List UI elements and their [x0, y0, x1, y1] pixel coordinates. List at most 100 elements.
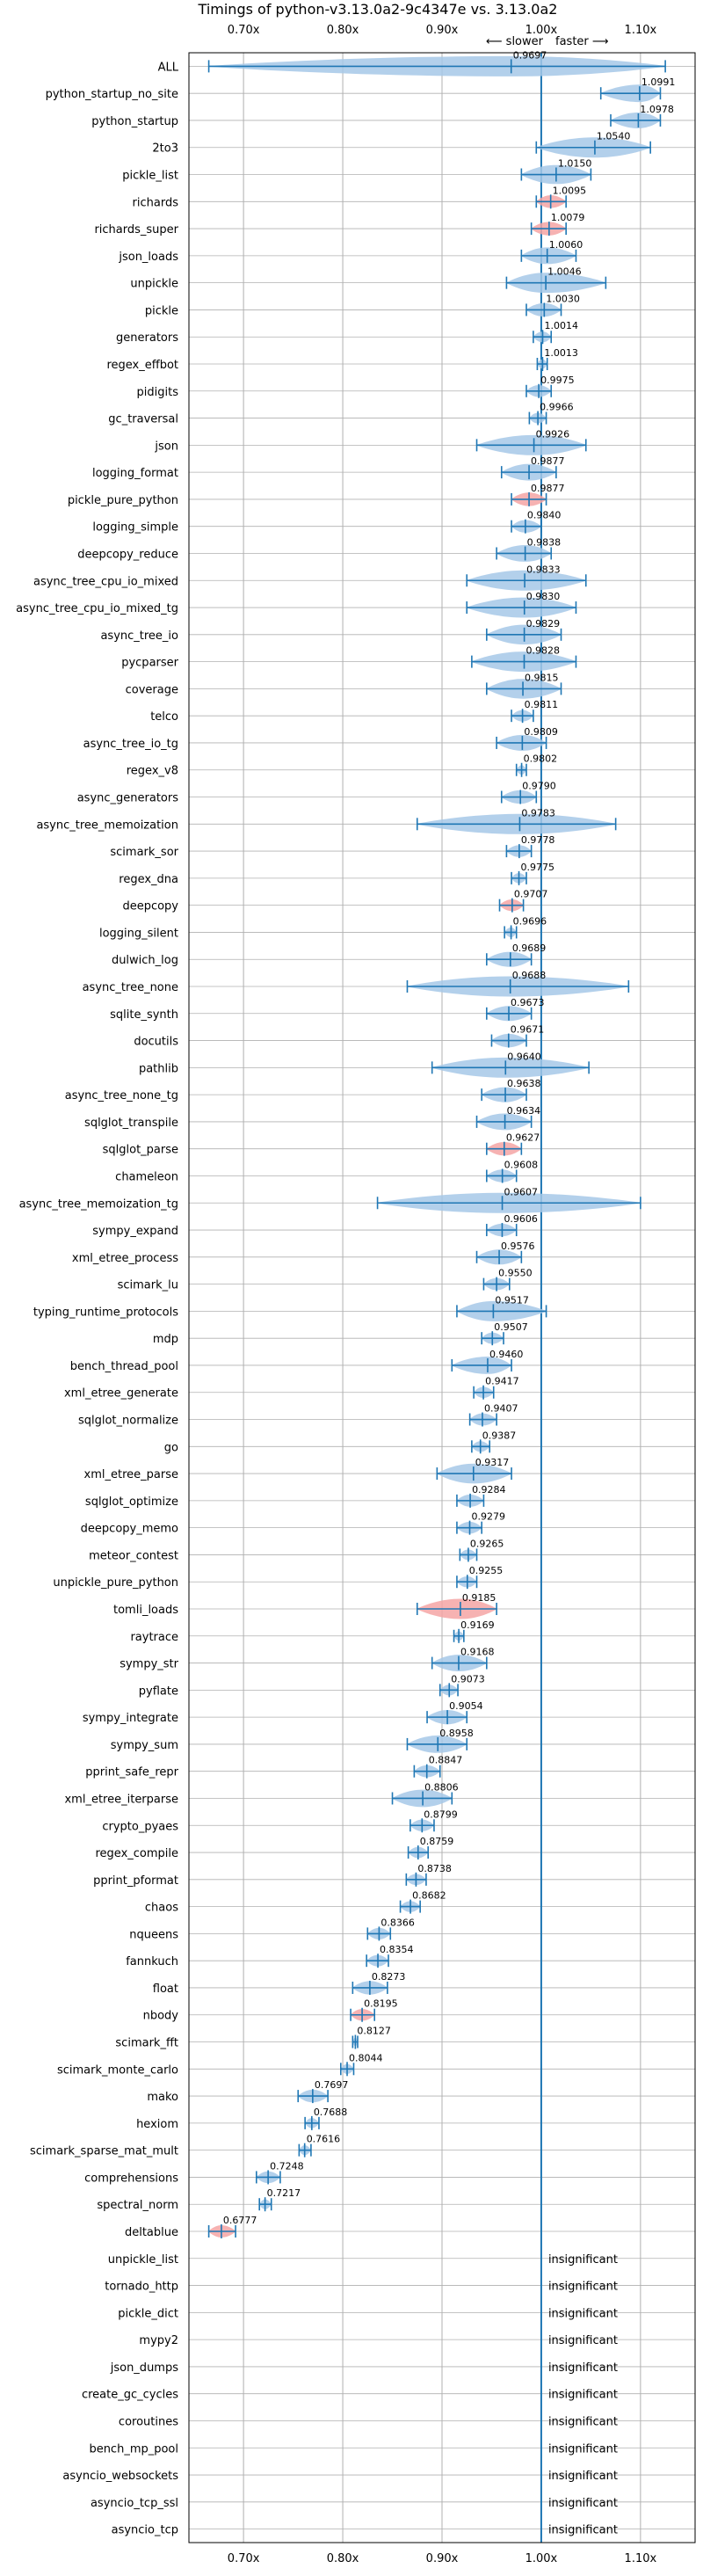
benchmark-label: logging_format — [92, 467, 178, 480]
violin-layer — [207, 53, 666, 2543]
benchmark-label: gc_traversal — [108, 413, 178, 426]
value-label: 0.9697 — [513, 49, 547, 61]
benchmark-label: xml_etree_iterparse — [64, 1793, 178, 1806]
benchmark-label: tomli_loads — [113, 1604, 178, 1617]
value-label: 0.8958 — [439, 1728, 474, 1739]
x-tick-label-top: 0.80x — [327, 24, 359, 37]
value-label: 0.9638 — [507, 1078, 541, 1089]
value-label: 0.8847 — [429, 1755, 462, 1766]
value-label: 0.9317 — [475, 1457, 510, 1468]
value-label: 0.9689 — [512, 942, 547, 954]
value-label: 0.9926 — [536, 428, 570, 440]
x-tick-label-top: 0.90x — [426, 24, 459, 37]
benchmark-label: async_tree_io_tg — [83, 738, 178, 751]
value-label: 0.8273 — [372, 1971, 406, 1983]
benchmark-label: deepcopy_memo — [81, 1523, 178, 1536]
x-tick-label-bottom: 1.10x — [625, 2552, 657, 2565]
benchmark-label: unpickle_list — [108, 2253, 178, 2267]
benchmark-label: scimark_lu — [118, 1279, 178, 1292]
insignificant-label: insignificant — [548, 2389, 618, 2402]
benchmark-label: pprint_safe_repr — [85, 1766, 178, 1779]
benchmark-label: coverage — [126, 683, 178, 696]
insignificant-label: insignificant — [548, 2415, 618, 2428]
value-label: 0.9833 — [526, 564, 561, 575]
value-label: 0.9255 — [469, 1565, 504, 1576]
benchmark-label: async_tree_memoization — [36, 819, 178, 832]
value-label: 0.8682 — [412, 1890, 446, 1902]
value-label: 0.9688 — [512, 970, 547, 981]
benchmark-label: async_tree_io — [100, 629, 178, 643]
benchmark-label: sqlite_synth — [110, 1008, 178, 1022]
x-tick-label-top: 1.10x — [625, 24, 657, 37]
benchmark-label: asyncio_tcp_ssl — [91, 2497, 178, 2510]
value-label: 0.9673 — [511, 997, 545, 1008]
value-label: 0.8799 — [424, 1808, 458, 1820]
value-label: 0.9790 — [522, 781, 556, 792]
value-label: 0.9838 — [527, 536, 562, 548]
benchmark-label: coroutines — [119, 2415, 178, 2428]
benchmark-label: sqlglot_parse — [103, 1144, 178, 1157]
value-label: 0.9550 — [498, 1268, 533, 1279]
insignificant-label: insignificant — [548, 2281, 618, 2294]
insignificant-label: insignificant — [548, 2497, 618, 2510]
benchmark-label: pickle_pure_python — [68, 494, 178, 507]
value-label: 0.9627 — [506, 1132, 540, 1144]
value-label: 0.9073 — [451, 1673, 485, 1685]
value-label: 0.9265 — [470, 1538, 504, 1549]
benchmark-label: regex_effbot — [106, 359, 178, 372]
plot-area-frame — [188, 52, 696, 2543]
benchmark-label: chameleon — [115, 1170, 178, 1183]
value-label: 0.8738 — [417, 1863, 452, 1874]
benchmark-label: async_tree_none_tg — [65, 1089, 178, 1102]
value-label: 0.9802 — [524, 753, 558, 765]
benchmark-label: dulwich_log — [112, 954, 178, 967]
benchmark-label: json_loads — [118, 251, 178, 264]
insignificant-label: insignificant — [548, 2253, 618, 2267]
benchmark-label: xml_etree_parse — [84, 1468, 178, 1481]
value-label: 0.7248 — [270, 2160, 304, 2172]
benchmark-label: mypy2 — [139, 2334, 178, 2347]
slower-direction-label: ⟵ slower — [486, 35, 544, 48]
value-label: 0.9783 — [521, 807, 555, 819]
benchmark-label: comprehensions — [84, 2172, 178, 2185]
benchmark-label: pickle_dict — [118, 2307, 178, 2320]
benchmark-label: async_tree_memoization_tg — [19, 1197, 178, 1211]
value-label: 0.9185 — [462, 1592, 496, 1604]
value-label: 1.0978 — [640, 104, 674, 115]
value-label: 0.9407 — [484, 1403, 518, 1415]
benchmark-label: sympy_sum — [111, 1739, 178, 1752]
value-label: 0.8195 — [364, 1998, 398, 2010]
benchmark-label: pycparser — [121, 657, 178, 670]
benchmark-label: tornado_http — [105, 2281, 178, 2294]
value-label: 0.6777 — [223, 2215, 257, 2226]
x-tick-label-bottom: 0.70x — [228, 2552, 260, 2565]
value-label: 1.0014 — [545, 320, 579, 331]
value-label: 0.9634 — [507, 1105, 541, 1117]
value-label: 0.8759 — [420, 1836, 454, 1847]
value-label: 0.9607 — [504, 1186, 539, 1197]
value-label: 0.9576 — [501, 1241, 535, 1252]
value-label: 1.0095 — [553, 185, 587, 196]
benchmark-label: spectral_norm — [97, 2199, 178, 2212]
value-label: 0.9966 — [540, 402, 574, 413]
value-label: 0.9696 — [513, 915, 547, 927]
value-label: 0.7688 — [314, 2107, 348, 2118]
insignificant-label: insignificant — [548, 2361, 618, 2375]
benchmark-label: scimark_sparse_mat_mult — [30, 2145, 178, 2158]
benchmark-label: pyflate — [139, 1685, 178, 1698]
value-label: 0.8354 — [380, 1944, 414, 1955]
benchmark-label: logging_simple — [92, 521, 178, 535]
value-label: 1.0150 — [558, 158, 592, 170]
faster-direction-label: faster ⟶ — [555, 35, 609, 48]
benchmark-label: richards_super — [94, 223, 178, 236]
value-label: 0.7217 — [267, 2187, 301, 2199]
benchmark-label: async_tree_cpu_io_mixed_tg — [16, 602, 178, 615]
benchmark-label: regex_compile — [95, 1847, 178, 1860]
value-label: 0.9840 — [527, 510, 562, 521]
value-label: 0.9284 — [472, 1484, 506, 1495]
value-label: 0.9460 — [489, 1349, 524, 1360]
x-tick-label-bottom: 0.80x — [327, 2552, 359, 2565]
value-label: 1.0030 — [546, 293, 580, 304]
value-label: 0.9815 — [525, 672, 559, 683]
value-label: 1.0013 — [544, 347, 578, 359]
